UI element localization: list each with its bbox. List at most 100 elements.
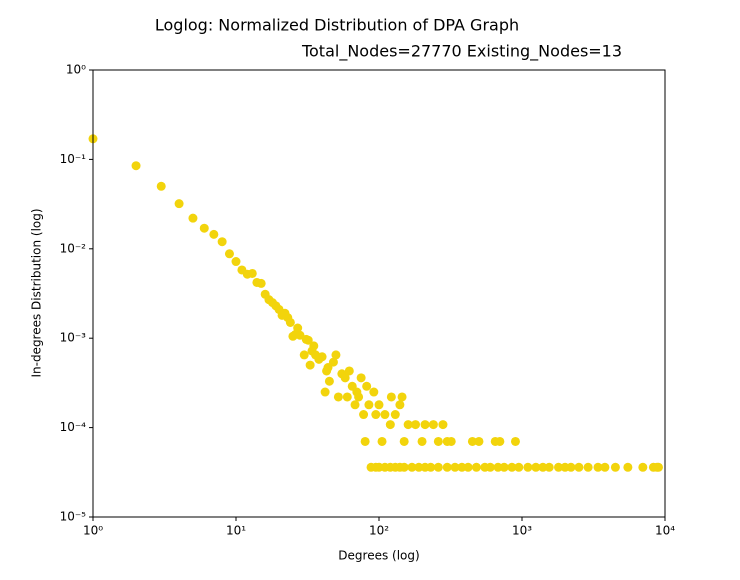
x-tick-label: 10³ xyxy=(512,524,532,538)
point xyxy=(359,410,369,420)
point xyxy=(293,323,303,333)
point xyxy=(399,436,409,446)
point xyxy=(156,181,166,191)
point xyxy=(583,462,593,472)
x-tick-label: 10¹ xyxy=(226,524,246,538)
point xyxy=(356,373,366,383)
point xyxy=(574,462,584,472)
point xyxy=(438,420,448,430)
point xyxy=(386,392,396,402)
point xyxy=(566,462,576,472)
point xyxy=(374,400,384,410)
point xyxy=(295,330,305,340)
point xyxy=(303,335,313,345)
point xyxy=(474,436,484,446)
point xyxy=(450,462,460,472)
point xyxy=(360,436,370,446)
point xyxy=(385,420,395,430)
point xyxy=(377,436,387,446)
point xyxy=(299,350,309,360)
point xyxy=(653,462,663,472)
point xyxy=(463,462,473,472)
point xyxy=(285,317,295,327)
plot-frame xyxy=(92,69,666,518)
point xyxy=(317,352,327,362)
point xyxy=(344,366,354,376)
point xyxy=(399,462,409,472)
point xyxy=(623,462,633,472)
point xyxy=(531,462,541,472)
y-axis-label: In-degrees Distribution (log) xyxy=(30,208,44,377)
point xyxy=(209,229,219,239)
x-tick-label: 10⁴ xyxy=(655,524,675,538)
point xyxy=(305,360,315,370)
point xyxy=(217,237,227,247)
point xyxy=(610,462,620,472)
point xyxy=(328,357,338,367)
point xyxy=(495,436,505,446)
y-tick-label: 10⁻² xyxy=(60,241,87,255)
point xyxy=(433,436,443,446)
point xyxy=(364,400,374,410)
point xyxy=(544,462,554,472)
point xyxy=(414,462,424,472)
point xyxy=(417,436,427,446)
point xyxy=(420,420,430,430)
point xyxy=(523,462,533,472)
point xyxy=(507,462,517,472)
point xyxy=(131,161,141,171)
point xyxy=(411,420,421,430)
point xyxy=(331,350,341,360)
x-axis-label: Degrees (log) xyxy=(338,549,419,563)
point xyxy=(593,462,603,472)
point xyxy=(380,410,390,420)
point xyxy=(446,436,456,446)
point xyxy=(499,462,509,472)
point xyxy=(247,268,257,278)
point xyxy=(485,462,495,472)
point xyxy=(467,436,477,446)
point xyxy=(457,462,467,472)
y-tick-label: 10⁻⁴ xyxy=(60,420,87,434)
point xyxy=(442,462,452,472)
point xyxy=(188,213,198,223)
y-tick-label: 10⁻¹ xyxy=(60,152,87,166)
point xyxy=(407,462,417,472)
point xyxy=(369,387,379,397)
point xyxy=(471,462,481,472)
point xyxy=(638,462,648,472)
point xyxy=(324,376,334,386)
y-tick-label: 10⁻⁵ xyxy=(60,510,87,524)
point xyxy=(403,420,413,430)
point xyxy=(433,462,443,472)
point xyxy=(554,462,564,472)
point xyxy=(538,462,548,472)
point xyxy=(362,381,372,391)
point xyxy=(428,420,438,430)
point xyxy=(224,249,234,259)
point xyxy=(340,373,350,383)
point xyxy=(333,392,343,402)
point xyxy=(395,400,405,410)
point xyxy=(600,462,610,472)
chart-title: Loglog: Normalized Distribution of DPA G… xyxy=(155,16,519,35)
point xyxy=(371,410,381,420)
point xyxy=(514,462,524,472)
x-tick-label: 10² xyxy=(369,524,389,538)
y-tick-label: 10⁻³ xyxy=(60,331,87,345)
chart-subtitle: Total_Nodes=27770 Existing_Nodes=13 xyxy=(301,42,622,62)
point xyxy=(354,392,364,402)
point xyxy=(320,387,330,397)
point xyxy=(342,392,352,402)
point xyxy=(350,400,360,410)
point xyxy=(510,436,520,446)
point xyxy=(309,341,319,351)
point xyxy=(390,410,400,420)
point xyxy=(199,223,209,233)
point xyxy=(426,462,436,472)
y-tick-label: 10⁰ xyxy=(66,63,86,77)
point xyxy=(174,199,184,209)
x-tick-label: 10⁰ xyxy=(83,524,103,538)
